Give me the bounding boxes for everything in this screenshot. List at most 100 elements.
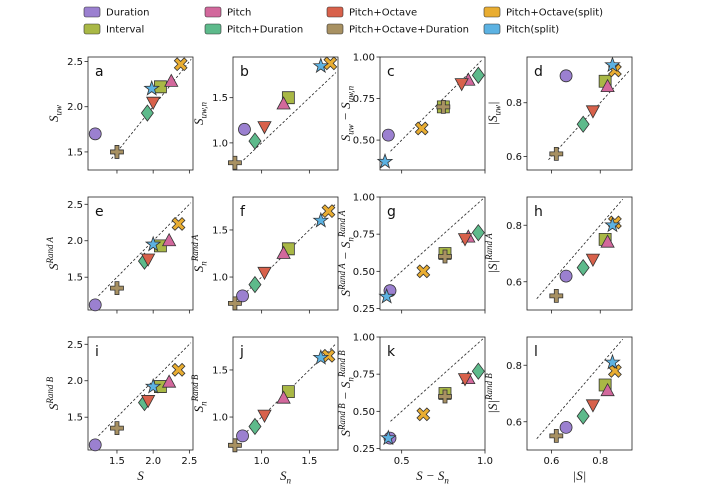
data-point	[416, 264, 431, 279]
y-tick-label: 1.0	[212, 413, 228, 424]
axes-frame	[87, 56, 194, 171]
data-point	[228, 155, 242, 170]
y-tick-label: 1.5	[212, 365, 228, 376]
panel-label: l	[534, 344, 538, 360]
data-point	[454, 78, 469, 92]
label-part: |S	[485, 115, 500, 126]
data-point	[110, 421, 124, 436]
label-part: S	[46, 115, 61, 122]
label-part: n	[444, 476, 449, 486]
label-part: Rand B	[190, 374, 200, 402]
data-point	[312, 57, 330, 74]
panel-label: j	[239, 344, 244, 360]
y-axis-label: SnRand B	[190, 374, 209, 412]
x-axis-label: S − Sn	[416, 468, 449, 486]
data-point	[600, 78, 615, 92]
label-part: uw,n	[346, 85, 356, 102]
data-point	[164, 73, 179, 87]
panel-label: f	[240, 204, 246, 220]
y-tick-label: 2.5	[67, 57, 83, 68]
reference-diagonal	[98, 202, 192, 297]
data-point	[559, 269, 573, 283]
y-tick-label: 2.0	[67, 236, 83, 247]
y-axis-label: SRand A − SnRand A	[337, 210, 356, 296]
label-part: |	[485, 101, 500, 105]
data-point	[471, 66, 485, 84]
data-point	[549, 288, 564, 303]
data-point	[559, 421, 573, 434]
data-point	[228, 438, 242, 453]
panel-label: b	[240, 64, 249, 80]
data-point	[144, 235, 162, 252]
x-axis-label: |S|	[573, 468, 587, 483]
y-tick-label: 2.0	[67, 376, 83, 387]
data-point	[576, 407, 590, 425]
data-point	[414, 121, 429, 136]
x-tick-label: 0.6	[543, 456, 559, 467]
y-axis-label: SRand A	[45, 236, 61, 270]
y-tick-label: 2.0	[67, 102, 83, 113]
x-tick-label: 2.0	[145, 456, 161, 467]
y-tick-label: 0.6	[506, 277, 522, 288]
legend-swatch	[483, 6, 501, 18]
label-part: S	[338, 134, 353, 141]
legend-label: Pitch+Octave	[349, 8, 417, 19]
panel-label: e	[95, 204, 104, 220]
axes-frame	[379, 196, 486, 311]
data-point	[171, 362, 186, 377]
legend-label: Pitch	[227, 8, 251, 19]
panel-label: g	[387, 204, 396, 220]
y-tick-label: 1.0	[212, 273, 228, 284]
label-part: S	[191, 405, 206, 412]
label-part: S	[46, 403, 61, 410]
axes-frame	[232, 336, 339, 451]
label-part: uw	[346, 124, 356, 135]
label-part: S	[280, 468, 287, 483]
reference-diagonal	[243, 72, 337, 161]
axes-frame	[232, 56, 339, 171]
label-part: |S|	[485, 260, 500, 274]
data-point	[576, 258, 590, 277]
data-point	[376, 152, 394, 169]
y-tick-label: 0.50	[353, 267, 375, 278]
data-point	[585, 399, 601, 413]
legend-swatch	[83, 23, 101, 35]
data-point	[438, 389, 452, 404]
y-tick-label: 1.5	[67, 273, 83, 284]
data-point	[457, 233, 473, 247]
axes-frame	[526, 56, 633, 171]
axes-frame	[87, 336, 194, 451]
data-point	[276, 390, 291, 404]
y-tick-label: 0.75	[353, 230, 375, 241]
panel-label: c	[387, 64, 395, 80]
data-point	[600, 234, 615, 248]
y-tick-label: 0.25	[353, 304, 375, 315]
x-tick-label: 0.5	[394, 456, 410, 467]
data-point	[585, 253, 601, 267]
x-axis-label: S	[137, 468, 144, 483]
data-point	[576, 115, 590, 133]
data-point	[110, 145, 124, 159]
x-tick-label: 1.0	[254, 456, 270, 467]
y-tick-label: 0.75	[353, 94, 375, 105]
data-point	[604, 216, 621, 233]
data-point	[236, 429, 249, 443]
axes-frame	[232, 196, 339, 311]
data-point	[323, 56, 338, 71]
y-tick-label: 1.00	[353, 53, 375, 64]
label-part: Rand B	[337, 350, 347, 378]
legend-swatch	[326, 6, 344, 18]
label-part: S	[338, 289, 353, 296]
label-part: Rand B	[484, 373, 494, 401]
data-point	[381, 128, 395, 142]
y-axis-label: |Suw|	[485, 101, 503, 125]
reference-diagonal	[111, 59, 192, 159]
label-part: uw,n	[199, 101, 209, 118]
y-tick-label: 2.5	[67, 200, 83, 211]
data-point	[312, 348, 330, 365]
label-part: Rand A	[484, 233, 494, 261]
reference-diagonal	[548, 69, 631, 161]
x-tick-label: 1.5	[109, 456, 125, 467]
label-part: n	[287, 476, 292, 486]
data-point	[171, 217, 186, 231]
